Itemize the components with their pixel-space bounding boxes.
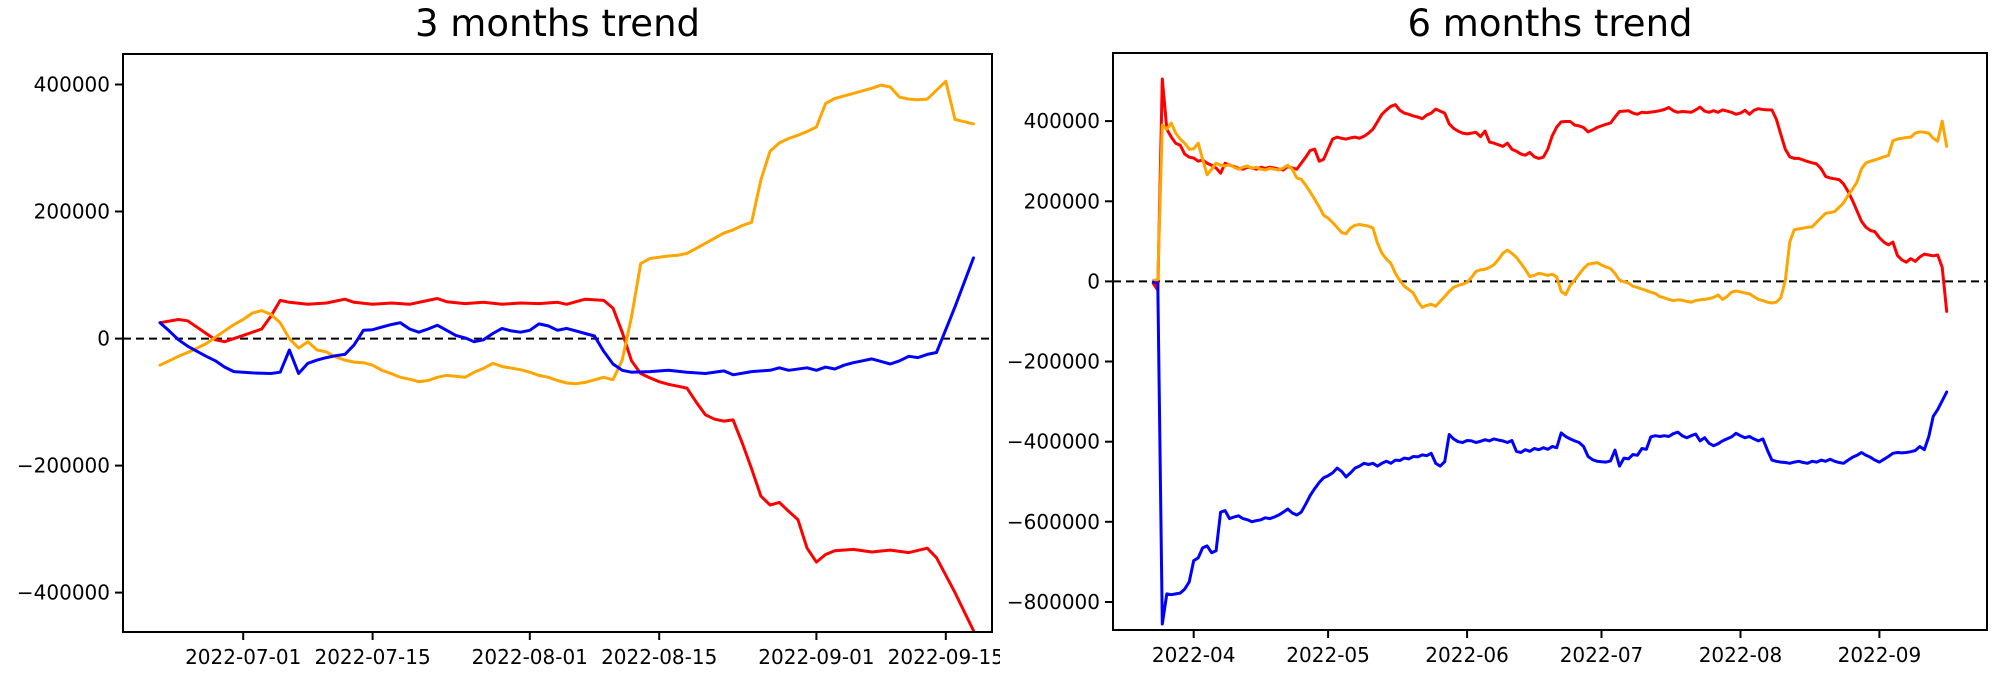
chart-title-3-months: 3 months trend [414,2,701,45]
red-series-line [1151,77,1949,313]
x-tick-label: 2022-04 [1152,643,1236,667]
y-tick-label: 0 [97,327,110,351]
orange-series-line [158,79,975,386]
y-tick-label: −200000 [17,454,110,478]
y-tick-label: −200000 [1007,350,1100,374]
x-tick-label: 2022-07-01 [185,645,301,669]
blue-series-line [158,256,975,377]
x-tick-label: 2022-08 [1699,643,1783,667]
x-tick-label: 2022-05 [1286,643,1370,667]
plot-border [1112,52,1988,631]
plot-border [122,53,993,633]
x-tick-label: 2022-08-15 [601,645,717,669]
plot-area-3-months: 400000 200000 0 −200000 −400000 2022-07-01 202… [17,53,1000,669]
blue-series-line [1151,280,1949,626]
y-tick-label: 200000 [34,200,110,224]
x-tick-label: 2022-07 [1560,643,1644,667]
chart-panel-3-months: 3 months trend 400000 200000 0 −200000 −4000… [17,2,1000,669]
x-tick-label: 2022-09 [1838,643,1922,667]
y-tick-label: −400000 [1007,430,1100,454]
x-tick-label: 2022-06 [1425,643,1509,667]
y-tick-label: −400000 [17,581,110,605]
x-tick-label: 2022-07-15 [314,645,430,669]
chart-title-6-months: 6 months trend [1407,2,1693,45]
y-tick-label: 400000 [34,73,110,97]
y-tick-label: 400000 [1024,109,1100,133]
orange-series-line [1151,119,1949,309]
x-tick-label: 2022-09-01 [758,645,874,669]
x-tick-label: 2022-08-01 [472,645,588,669]
y-tick-label: −800000 [1007,590,1100,614]
y-tick-label: 200000 [1024,189,1100,213]
chart-panel-6-months: 6 months trend 400000 200000 0 −200000 −4000… [1000,0,2000,700]
y-tick-label: −600000 [1007,510,1100,534]
plot-area-6-months: 400000 200000 0 −200000 −400000 −600000 −80000… [1007,52,1988,667]
y-tick-label: 0 [1087,269,1100,293]
x-tick-label: 2022-09-15 [888,645,1000,669]
red-series-line [158,297,975,633]
